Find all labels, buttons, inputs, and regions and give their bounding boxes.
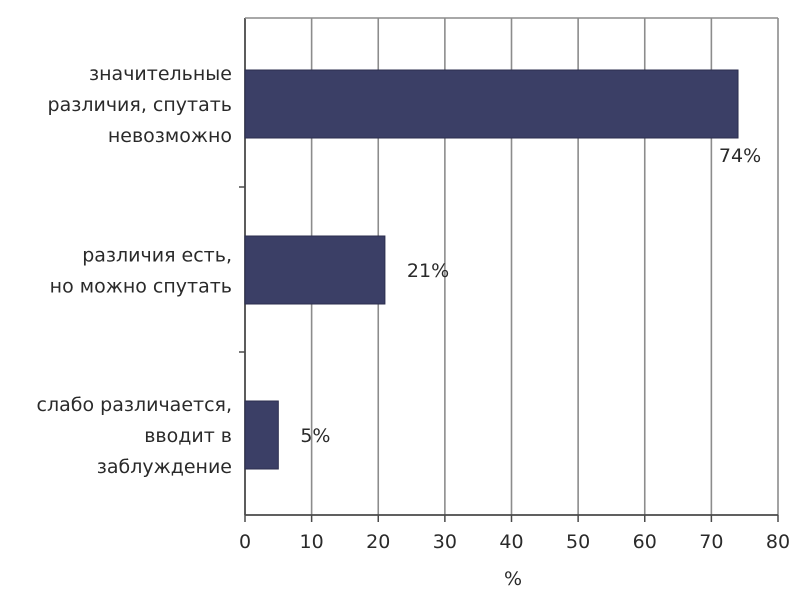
- category-label-line: невозможно: [108, 125, 232, 147]
- x-tick-label: 0: [239, 531, 251, 553]
- bars: [244, 69, 739, 470]
- category-label-line: заблуждение: [97, 456, 232, 478]
- labels: 0 10 20 30 40 50 60 70 80 74% значительные различия…: [37, 63, 791, 553]
- category-label: различия есть, но можно спутать: [50, 245, 232, 298]
- category-label-line: вводит в: [144, 425, 232, 447]
- x-tick-label: 20: [366, 531, 390, 553]
- category-label-line: различия, спутать: [48, 94, 232, 116]
- bar: [244, 235, 386, 305]
- x-tick-label: 70: [699, 531, 723, 553]
- x-tick-label: 60: [633, 531, 657, 553]
- bar: [244, 400, 279, 470]
- x-tick-label: 40: [499, 531, 523, 553]
- category-label-line: значительные: [89, 63, 232, 85]
- bar: [244, 69, 739, 139]
- x-tick-label: 80: [766, 531, 790, 553]
- category-label-line: но можно спутать: [50, 276, 232, 298]
- category-label-line: слабо различается,: [37, 394, 232, 416]
- x-tick-label: 50: [566, 531, 590, 553]
- value-label: 21%: [407, 260, 449, 282]
- category-label: значительные различия, спутать невозможно: [48, 63, 232, 147]
- value-label: 74%: [719, 145, 761, 167]
- x-axis-title: %: [504, 568, 522, 590]
- category-label: слабо различается, вводит в заблуждение: [37, 394, 232, 478]
- category-label-line: различия есть,: [82, 245, 232, 267]
- x-tick-label: 10: [300, 531, 324, 553]
- value-label: 5%: [300, 425, 330, 447]
- x-tick-label: 30: [433, 531, 457, 553]
